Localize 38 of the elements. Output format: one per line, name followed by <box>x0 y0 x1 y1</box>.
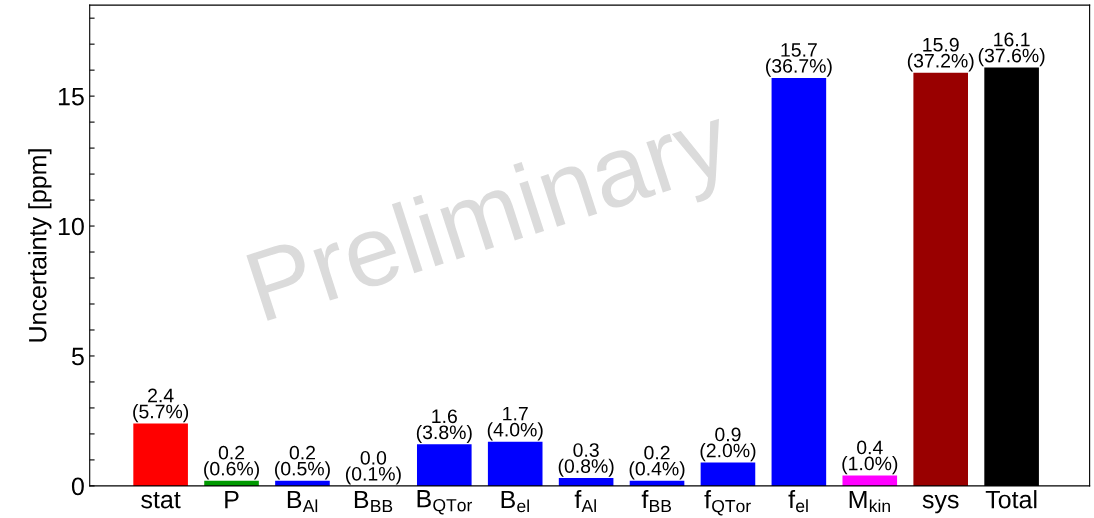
data-label: 0.3 (0.8%) <box>558 443 614 477</box>
x-tick-label: f$_{el}$ <box>788 489 808 513</box>
data-label: 15.9 (37.2%) <box>907 37 974 72</box>
x-tick-label: Total <box>985 490 1037 509</box>
data-label: 15.7 (36.7%) <box>766 43 832 77</box>
x-tick-label: B$_{BB}$ <box>354 490 393 513</box>
bar <box>771 77 827 486</box>
y-tick-label: 5 <box>71 347 84 366</box>
x-tick-label: B$_{el}$ <box>501 490 529 513</box>
data-label: 0.0 (0.1%) <box>345 450 401 485</box>
data-label: 0.2 (0.4%) <box>629 445 685 480</box>
x-tick-label: sys <box>922 494 959 514</box>
bar <box>913 72 968 486</box>
x-tick-label: stat <box>141 492 181 509</box>
data-label: 16.1 (37.6%) <box>978 32 1045 67</box>
x-tick-label: B$_{Al}$ <box>287 490 318 513</box>
bar <box>133 423 188 486</box>
y-tick-label: 10 <box>58 217 84 236</box>
bar <box>416 444 472 486</box>
bar <box>700 462 756 486</box>
y-axis-title: Uncertainty [ppm] <box>28 149 52 342</box>
x-tick-label: P <box>225 490 239 509</box>
data-label: 0.2 (0.6%) <box>204 445 259 480</box>
x-tick-label: B$_{QTor}$ <box>417 490 473 515</box>
bar <box>487 441 543 486</box>
x-tick-label: M$_{kin}$ <box>849 490 890 513</box>
bar <box>842 475 898 486</box>
y-tick-label: 0 <box>71 477 84 496</box>
x-tick-label: f$_{QTor}$ <box>704 490 751 516</box>
data-label: 0.4 (1.0%) <box>842 440 898 475</box>
data-label: 0.2 (0.5%) <box>275 445 330 480</box>
y-tick-label: 15 <box>58 87 84 106</box>
x-tick-label: f$_{BB}$ <box>641 489 672 512</box>
data-label: 1.7 (4.0%) <box>487 406 543 441</box>
data-label: 1.6 (3.8%) <box>416 409 472 443</box>
data-label: 2.4 (5.7%) <box>133 388 189 423</box>
data-label: 0.9 (2.0%) <box>700 427 756 462</box>
x-tick-label: f$_{Al}$ <box>574 489 596 512</box>
